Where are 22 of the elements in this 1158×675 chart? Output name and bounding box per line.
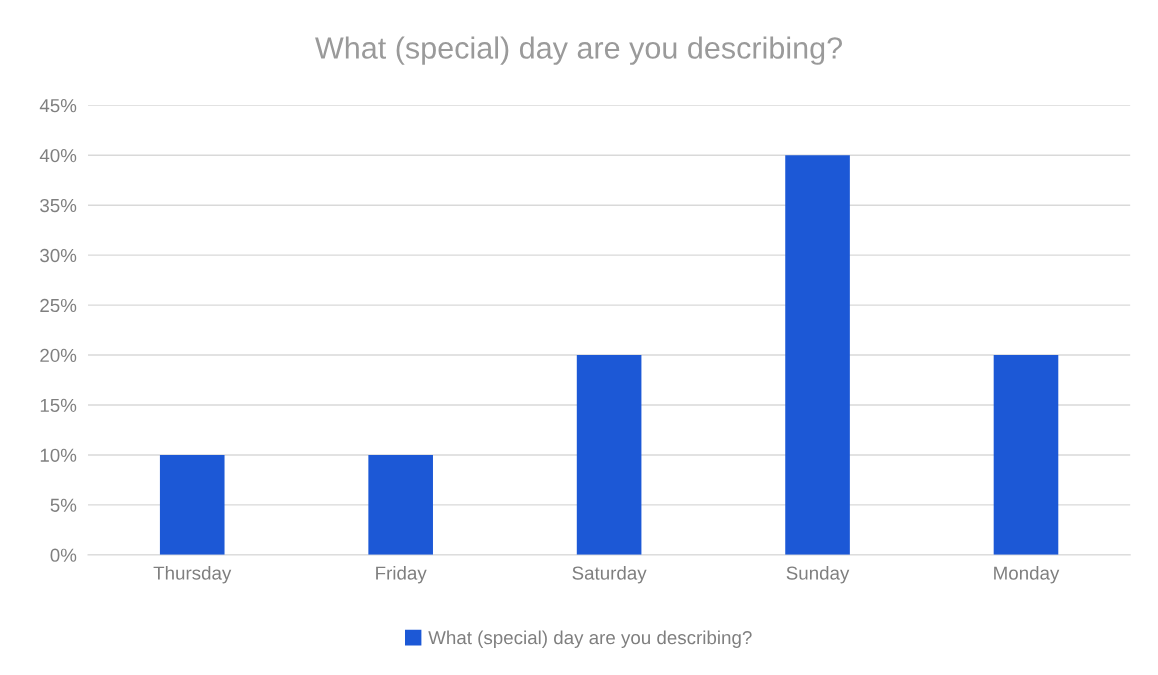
y-tick-label: 30%	[40, 248, 77, 263]
legend-label: What (special) day are you describing?	[428, 630, 752, 648]
x-tick-label: Friday	[376, 565, 427, 584]
bar	[159, 454, 225, 555]
y-tick-label: 45%	[39, 99, 77, 113]
y-tick-label: 5%	[50, 498, 77, 512]
y-tick-label: 35%	[40, 198, 77, 213]
y-tick-label: 10%	[40, 448, 77, 462]
bar	[368, 454, 433, 555]
bar	[576, 355, 642, 555]
bar	[785, 155, 850, 555]
bar	[993, 355, 1059, 555]
y-tick-label: 40%	[39, 148, 77, 163]
y-tick-label: 15%	[40, 398, 77, 412]
y-tick-label: 25%	[40, 298, 77, 313]
y-tick-label: 0%	[50, 548, 77, 562]
x-tick-label: Sunday	[786, 565, 850, 584]
chart-title: What (special) day are you describing?	[315, 36, 842, 65]
x-tick-label: Saturday	[572, 565, 647, 584]
x-tick-label: Monday	[994, 565, 1060, 584]
x-tick-label: Thursday	[153, 565, 232, 584]
y-tick-label: 20%	[40, 348, 77, 363]
